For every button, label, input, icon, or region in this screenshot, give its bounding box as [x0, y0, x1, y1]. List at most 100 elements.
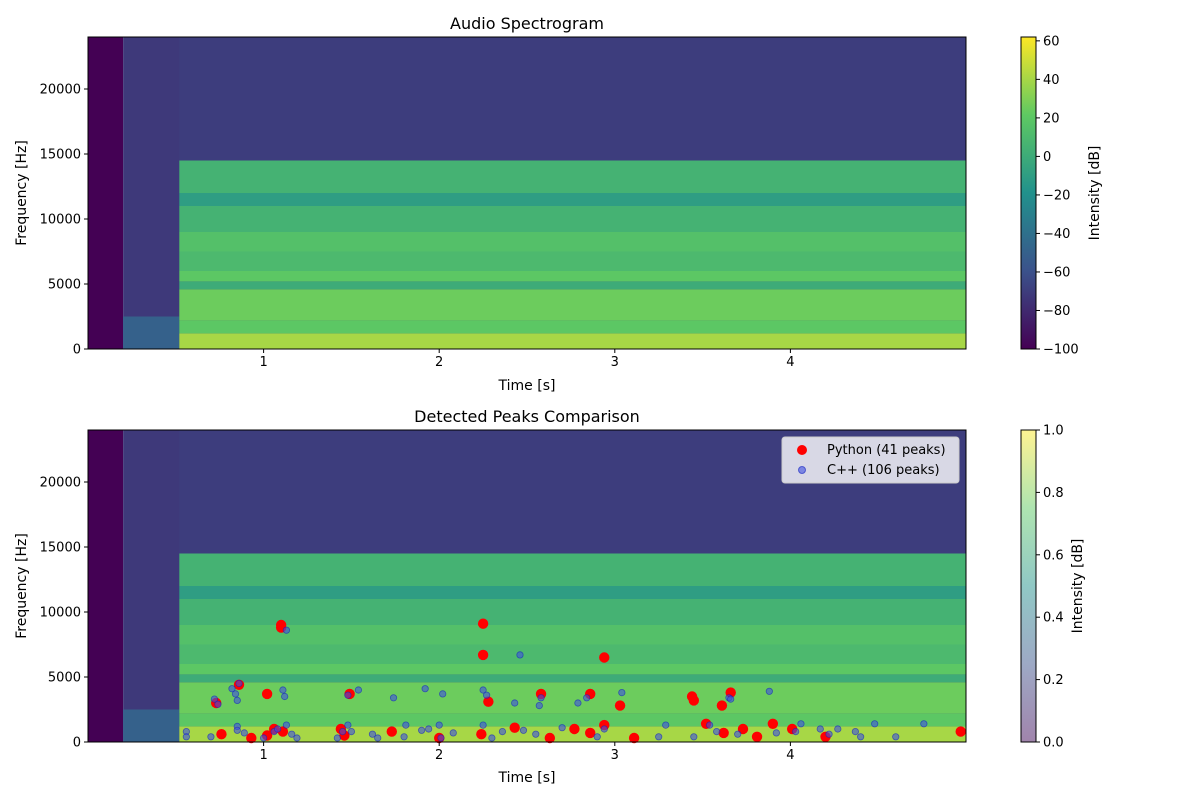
spectrogram-y-label: Frequency [Hz] [14, 140, 30, 246]
cpp-peak-point [374, 734, 382, 742]
cpp-peak-point [558, 724, 566, 732]
cpp-peak-point [772, 729, 780, 737]
cpp-peak-point [662, 721, 670, 729]
cpp-peak-point [228, 685, 236, 693]
cpp-peak-point [825, 730, 833, 738]
low-energy-region [123, 316, 180, 349]
spectrogram-image [88, 37, 967, 349]
spectral-band [179, 289, 966, 321]
cpp-peak-point [498, 727, 507, 736]
cpp-peak-point [483, 691, 491, 699]
cpp-peak-point [274, 725, 282, 733]
cpp-peak-point [235, 679, 243, 688]
cpp-peak-point [288, 730, 296, 738]
peaks-x-ticks: 1 2 3 4 [259, 742, 795, 763]
cpp-peak-point [574, 699, 582, 707]
cpp-peak-point [834, 725, 842, 733]
colorbar-ticks: 0.0 0.2 0.4 0.6 0.8 1.0 [1036, 424, 1064, 751]
spectrogram-y-ticks: 0 5000 10000 15000 20000 [40, 83, 88, 358]
colorbar-gradient [1020, 429, 1037, 743]
peaks-x-label: Time [s] [498, 770, 556, 786]
cpp-peak-point [535, 701, 543, 710]
colorbar-tick-label: 0.4 [1043, 611, 1064, 626]
colorbar-label: Intensity [dB] [1087, 146, 1103, 241]
cpp-peak-point [593, 733, 601, 741]
colorbar-ticks: −100 −80 −60 −40 −20 0 20 40 60 [1036, 34, 1079, 358]
spectral-band [179, 206, 966, 232]
peaks-y-ticks: 0 5000 10000 15000 20000 [40, 476, 88, 751]
cpp-peak-point [792, 727, 800, 736]
cpp-peak-point [333, 734, 341, 742]
cpp-peak-point [421, 685, 429, 693]
spectrogram-title: Audio Spectrogram [450, 14, 604, 33]
python-peak-point [614, 700, 626, 711]
cpp-peak-point [231, 690, 240, 698]
colorbar-tick-label: −20 [1043, 188, 1070, 203]
python-peak-point [261, 688, 273, 700]
cpp-peak-point [706, 721, 714, 729]
cpp-peak-point [233, 726, 241, 734]
cpp-peak-point [851, 727, 859, 736]
cpp-peak-point [511, 699, 519, 707]
x-tick-label: 2 [435, 748, 443, 763]
cpp-peak-point [354, 686, 363, 694]
colorbar-tick-label: −100 [1043, 343, 1079, 358]
cpp-peak-point [182, 733, 190, 741]
cpp-peak-point [479, 721, 487, 729]
y-tick-label: 15000 [40, 541, 81, 556]
cpp-peak-point [207, 733, 215, 741]
spectral-band [179, 271, 966, 282]
cpp-peak-point [727, 695, 735, 703]
cpp-peak-point [435, 721, 443, 729]
python-peak-point [585, 727, 596, 739]
peaks-frame [87, 429, 967, 743]
cpp-peak-point [282, 626, 291, 634]
python-peak-point [628, 732, 640, 744]
spectral-band [179, 586, 966, 599]
peaks-markers [182, 618, 966, 744]
python-peak-point [737, 723, 749, 735]
colorbar-tick-label: 40 [1043, 73, 1060, 88]
cpp-peak-point [233, 696, 241, 705]
silent-region [88, 37, 124, 349]
legend-cpp-marker [798, 466, 806, 474]
spectral-band [179, 674, 966, 683]
spectrogram-frame [87, 36, 967, 350]
cpp-peak-point [618, 688, 626, 697]
x-tick-label: 4 [786, 355, 794, 370]
cpp-peak-point [920, 720, 928, 728]
colorbar-tick-label: 60 [1043, 34, 1060, 49]
colorbar-label: Intensity [dB] [1070, 539, 1086, 634]
colorbar-tick-label: 0 [1043, 150, 1051, 165]
spectral-band [179, 333, 966, 349]
peaks-panel: Detected Peaks Comparison 1 2 3 4 0 5000 1000… [14, 407, 1086, 786]
y-tick-label: 10000 [40, 213, 81, 228]
y-tick-label: 20000 [40, 83, 81, 98]
silent-region [88, 430, 124, 742]
cpp-peak-point [583, 694, 591, 702]
cpp-peak-point [537, 694, 545, 702]
cpp-peak-point [655, 733, 663, 741]
python-peak-point [477, 618, 489, 629]
cpp-peak-point [479, 686, 487, 694]
python-peak-point [767, 718, 779, 729]
colorbar-tick-label: −40 [1043, 227, 1070, 242]
colorbar-tick-label: 0.6 [1043, 548, 1064, 563]
spectrogram-colorbar: −100 −80 −60 −40 −20 0 20 40 60 Intensity [dB] [1020, 34, 1103, 358]
peaks-y-label: Frequency [Hz] [14, 533, 30, 639]
cpp-peak-point [690, 733, 698, 741]
peaks-background-spectrogram [88, 430, 967, 742]
y-tick-label: 0 [73, 343, 81, 358]
colorbar-gradient [1020, 36, 1037, 350]
cpp-peak-point [282, 721, 291, 729]
cpp-peak-point [857, 733, 865, 741]
python-peak-point [246, 732, 257, 744]
cpp-peak-point [765, 687, 773, 695]
peaks-colorbar: 0.0 0.2 0.4 0.6 0.8 1.0 Intensity [dB] [1020, 424, 1086, 751]
python-peak-point [477, 649, 489, 661]
cpp-peak-point [871, 720, 879, 728]
colorbar-tick-label: 1.0 [1043, 424, 1064, 439]
x-tick-label: 3 [611, 355, 619, 370]
cpp-peak-point [713, 727, 721, 736]
cpp-peak-point [402, 721, 410, 729]
